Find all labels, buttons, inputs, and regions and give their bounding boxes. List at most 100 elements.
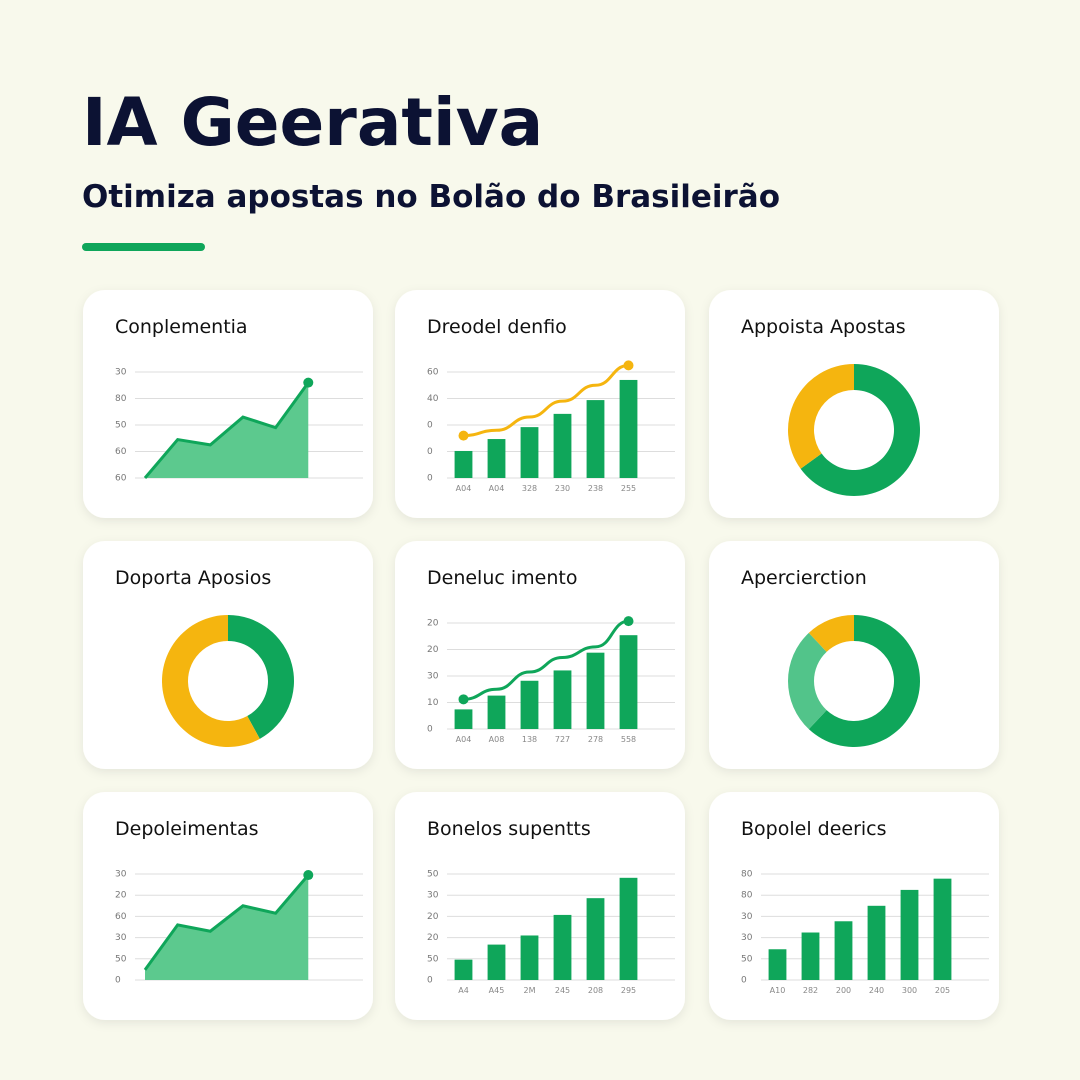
y-tick-label: 60 <box>115 447 127 457</box>
x-tick-label: A08 <box>489 735 505 744</box>
bar <box>586 652 605 729</box>
card-title: Doporta Aposios <box>115 567 271 589</box>
x-tick-label: 208 <box>588 986 603 995</box>
y-tick-label: 20 <box>115 891 127 901</box>
card-title: Deneluc imento <box>427 567 577 589</box>
area-line <box>143 381 310 479</box>
y-tick-label: 60 <box>427 368 439 378</box>
y-tick-label: 80 <box>741 891 753 901</box>
donut-segment <box>800 364 921 496</box>
x-tick-label: 238 <box>588 484 603 493</box>
bar <box>454 709 473 729</box>
card: Deneluc imento 0 10 30 20 20 A04 A08 138 727 278 55… <box>395 541 685 769</box>
donut-segment <box>808 615 920 748</box>
y-tick-label: 0 <box>741 976 747 986</box>
donut-segment <box>788 364 854 469</box>
x-tick-label: 245 <box>555 986 570 995</box>
bar <box>900 889 919 980</box>
x-tick-label: 727 <box>555 735 570 744</box>
y-tick-label: 30 <box>741 912 753 922</box>
line <box>463 363 629 438</box>
donut-segment <box>808 615 854 652</box>
x-tick-label: 558 <box>621 735 636 744</box>
x-tick-label: 138 <box>522 735 537 744</box>
bar <box>933 878 952 980</box>
card: Dreodel denfio 0 0 0 40 60 A04 A04 328 230 238 255 <box>395 290 685 518</box>
y-tick-label: 20 <box>427 912 439 922</box>
bar <box>867 905 886 980</box>
bar <box>454 959 473 980</box>
x-tick-label: A45 <box>489 986 505 995</box>
page-title: IA Geerativa <box>82 84 543 161</box>
bar <box>619 635 638 729</box>
y-tick-label: 50 <box>115 954 127 964</box>
x-tick-label: 278 <box>588 735 603 744</box>
accent-bar <box>82 243 205 251</box>
y-tick-label: 60 <box>115 474 127 484</box>
x-tick-label: 328 <box>522 484 537 493</box>
x-tick-label: 230 <box>555 484 570 493</box>
card: Apercierction <box>709 541 999 769</box>
x-tick-label: 200 <box>836 986 851 995</box>
y-tick-label: 0 <box>427 474 433 484</box>
x-tick-label: 255 <box>621 484 636 493</box>
bar <box>586 400 605 478</box>
x-tick-label: 300 <box>902 986 917 995</box>
y-tick-label: 30 <box>115 368 127 378</box>
card: Conplementia 60 60 50 80 30 <box>83 290 373 518</box>
area <box>145 382 309 478</box>
line-dot <box>458 694 469 705</box>
y-tick-label: 30 <box>427 672 439 682</box>
card-bg <box>709 290 999 518</box>
line <box>463 619 629 701</box>
bar <box>487 944 506 980</box>
x-tick-label: 295 <box>621 986 636 995</box>
cards: Conplementia 60 60 50 80 30 Dreodel denfio 0 0 0 4… <box>83 290 999 1020</box>
bar <box>801 932 820 980</box>
end-dot <box>303 377 314 388</box>
y-tick-label: 0 <box>115 976 121 986</box>
y-tick-label: 80 <box>741 870 753 880</box>
y-tick-label: 50 <box>427 954 439 964</box>
area <box>145 875 309 980</box>
card-title: Bonelos supentts <box>427 818 591 840</box>
y-tick-label: 50 <box>741 954 753 964</box>
bar <box>520 427 539 478</box>
y-tick-label: 20 <box>427 645 439 655</box>
card: Depoleimentas 0 50 30 60 20 30 <box>83 792 373 1020</box>
card-title: Apercierction <box>741 567 867 589</box>
x-tick-label: A04 <box>456 484 472 493</box>
area-line <box>143 874 310 971</box>
donut-segment <box>788 632 827 730</box>
y-tick-label: 50 <box>115 421 127 431</box>
y-tick-label: 30 <box>115 933 127 943</box>
card: Doporta Aposios <box>83 541 373 769</box>
card-title: Dreodel denfio <box>427 316 567 338</box>
x-tick-label: A4 <box>458 986 469 995</box>
bar <box>834 921 853 980</box>
end-dot <box>303 870 314 881</box>
bar <box>454 450 473 478</box>
card-bg <box>709 541 999 769</box>
card-bg <box>83 541 373 769</box>
donut-segment <box>228 615 294 739</box>
page-subtitle: Otimiza apostas no Bolão do Brasileirão <box>82 179 780 215</box>
y-tick-label: 20 <box>427 933 439 943</box>
x-tick-label: 240 <box>869 986 884 995</box>
bar <box>520 680 539 729</box>
x-tick-label: 205 <box>935 986 950 995</box>
bar <box>487 439 506 478</box>
y-tick-label: 20 <box>427 619 439 629</box>
x-tick-label: A10 <box>770 986 786 995</box>
line-dot <box>458 430 469 441</box>
card-title: Conplementia <box>115 316 248 338</box>
y-tick-label: 10 <box>427 698 439 708</box>
y-tick-label: 30 <box>115 870 127 880</box>
line-dot <box>623 616 634 627</box>
bar <box>553 413 572 478</box>
y-tick-label: 60 <box>115 912 127 922</box>
bar <box>520 935 539 980</box>
card: Bopolel deerics 0 50 30 30 80 80 A10 282 200 240 30… <box>709 792 999 1020</box>
y-tick-label: 50 <box>427 870 439 880</box>
